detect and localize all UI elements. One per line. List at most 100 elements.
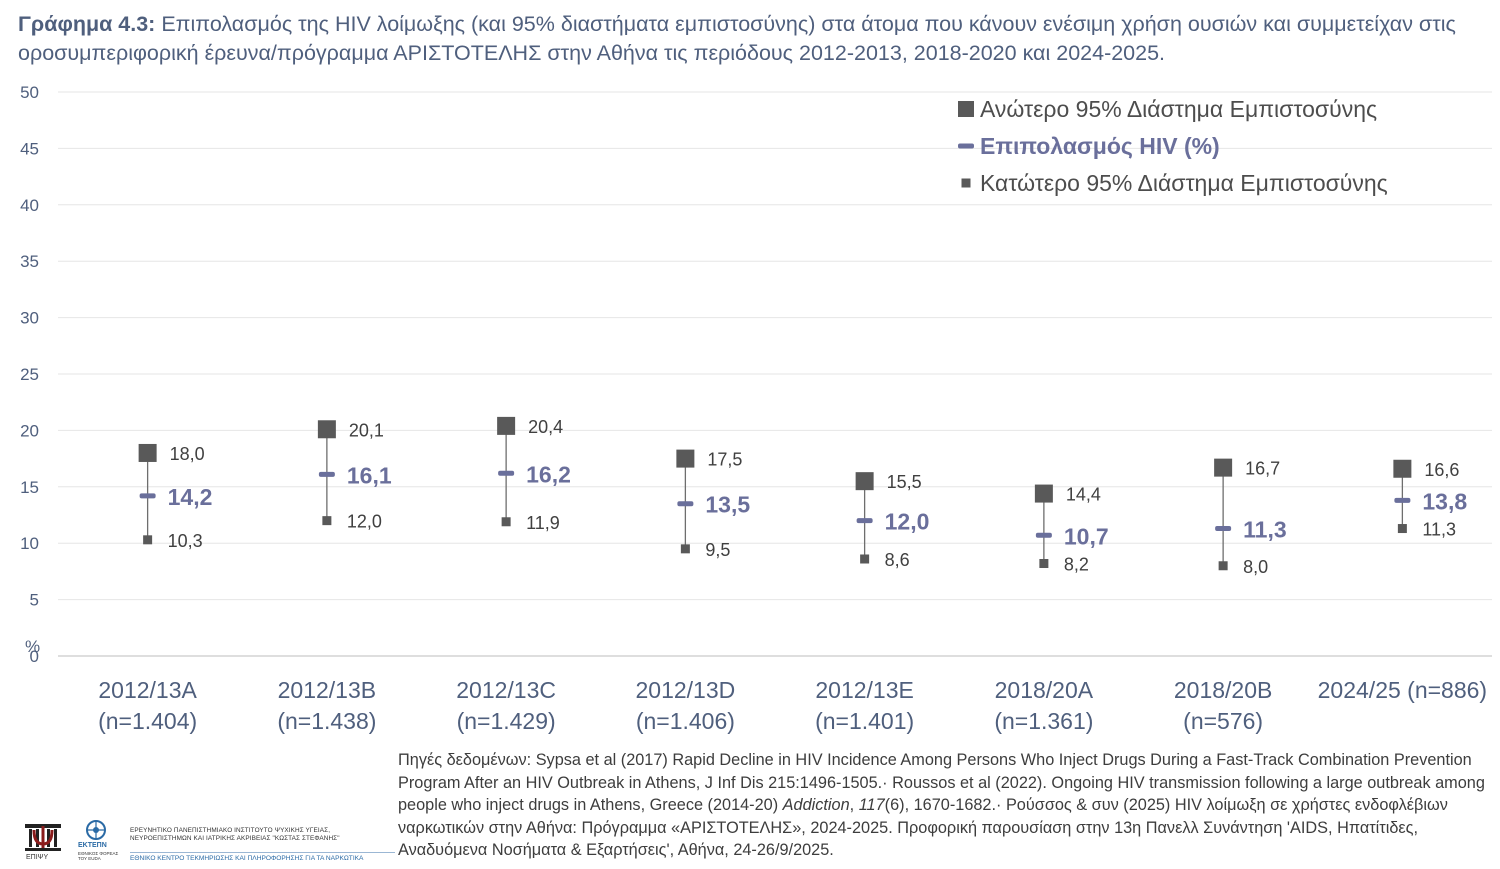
upper-ci-label: 14,4 bbox=[1066, 485, 1101, 505]
x-tick-label: 2018/20B bbox=[1174, 677, 1272, 703]
lower-ci-label: 11,3 bbox=[1422, 520, 1456, 540]
legend-entry: Ανώτερο 95% Διάστημα Εμπιστοσύνης bbox=[980, 96, 1377, 122]
chart-title-prefix: Γράφημα 4.3: bbox=[18, 12, 156, 36]
legend: Ανώτερο 95% Διάστημα Εμπιστοσύνης Επιπολα… bbox=[958, 96, 1388, 196]
upper-ci-label: 17,5 bbox=[707, 450, 742, 470]
ektepn-logo-icon bbox=[86, 820, 106, 840]
sources-line1: Πηγές δεδομένων: Sypsa et al (2017) Rapi… bbox=[398, 751, 1485, 815]
sources-journal: Addiction bbox=[782, 796, 850, 815]
institute-name: ΕΡΕΥΝΗΤΙΚΟ ΠΑΝΕΠΙΣΤΗΜΙΑΚΟ ΙΝΣΤΙΤΟΥΤΟ ΨΥΧ… bbox=[130, 827, 340, 842]
upper-ci-label: 16,7 bbox=[1245, 459, 1280, 479]
x-tick-label: 2012/13A bbox=[98, 677, 197, 703]
prevalence-marker bbox=[856, 518, 873, 524]
x-tick-label: 2018/20A bbox=[995, 677, 1094, 703]
ektepn-logo-label: ΕΚΤΕΠΝ bbox=[78, 842, 107, 849]
prevalence-label: 12,0 bbox=[885, 509, 930, 535]
x-tick-label: (n=576) bbox=[1183, 708, 1263, 734]
prevalence-label: 10,7 bbox=[1064, 523, 1109, 549]
upper-ci-marker bbox=[855, 472, 874, 491]
x-tick-label: (n=1.429) bbox=[457, 708, 556, 734]
footer-logos: ΕΠΙΨΥ ΕΚΤΕΠΝ ΕΘΝΙΚΟΣ ΦΟΡΕΑΣ ΤΟΥ EUDA ΕΡΕ… bbox=[22, 818, 395, 866]
y-tick-label: 20 bbox=[20, 421, 39, 440]
lower-ci-marker bbox=[1397, 524, 1407, 534]
upper-ci-label: 20,1 bbox=[349, 420, 384, 440]
y-tick-label: 35 bbox=[20, 252, 39, 271]
lower-ci-marker bbox=[860, 554, 870, 564]
x-tick-label: (n=1.361) bbox=[994, 708, 1093, 734]
sources-volume: 117 bbox=[858, 796, 885, 815]
y-tick-label: 10 bbox=[20, 534, 39, 553]
prevalence-label: 11,3 bbox=[1243, 517, 1287, 543]
legend-upper-ci-icon bbox=[958, 101, 974, 117]
upper-ci-label: 18,0 bbox=[170, 444, 205, 464]
prevalence-marker bbox=[1394, 497, 1411, 503]
y-tick-label: 45 bbox=[20, 139, 39, 158]
lower-ci-label: 8,2 bbox=[1064, 555, 1089, 575]
prevalence-label: 13,5 bbox=[705, 492, 750, 518]
lower-ci-marker bbox=[680, 544, 690, 554]
lower-ci-marker bbox=[322, 516, 332, 526]
lower-ci-label: 8,6 bbox=[885, 550, 910, 570]
upper-ci-marker bbox=[317, 420, 336, 439]
upper-ci-label: 16,6 bbox=[1424, 460, 1459, 480]
prevalence-label: 16,1 bbox=[347, 462, 392, 488]
upper-ci-marker bbox=[497, 416, 516, 435]
lower-ci-marker bbox=[1218, 561, 1228, 571]
lower-ci-label: 12,0 bbox=[347, 512, 382, 532]
epipsy-logo-icon bbox=[25, 824, 61, 851]
x-tick-label: (n=1.404) bbox=[98, 708, 197, 734]
upper-ci-marker bbox=[676, 449, 695, 468]
y-tick-label: 40 bbox=[20, 196, 39, 215]
lower-ci-label: 8,0 bbox=[1243, 557, 1268, 577]
upper-ci-label: 20,4 bbox=[528, 417, 563, 437]
data-sources: Πηγές δεδομένων: Sypsa et al (2017) Rapi… bbox=[398, 749, 1493, 862]
grid-lines bbox=[58, 91, 1492, 657]
lower-ci-marker bbox=[1039, 559, 1049, 569]
lower-ci-marker bbox=[143, 535, 153, 545]
y-tick-label: 15 bbox=[20, 478, 39, 497]
y-axis: 0 5 10 15 20 25 30 35 40 45 50 bbox=[20, 83, 39, 666]
x-axis: 2012/13A (n=1.404) 2012/13B (n=1.438) 2012/1… bbox=[98, 677, 1487, 734]
chart-marks: 18,0 14,2 10,3 20,1 16,1 12,0 20,4 16,2 11,9 17,5… bbox=[138, 416, 1467, 577]
ektepn-logo-sub: ΕΘΝΙΚΟΣ ΦΟΡΕΑΣ ΤΟΥ EUDA bbox=[78, 851, 119, 861]
lower-ci-marker bbox=[501, 517, 511, 527]
legend-lower-ci-icon bbox=[961, 178, 971, 188]
upper-ci-marker bbox=[138, 443, 157, 462]
sources-sep: , bbox=[849, 796, 859, 815]
upper-ci-marker bbox=[1214, 458, 1233, 477]
x-tick-label: (n=1.401) bbox=[815, 708, 914, 734]
x-tick-label: 2012/13D bbox=[636, 677, 736, 703]
legend-prevalence-icon bbox=[958, 143, 974, 149]
center-name: ΕΘΝΙΚΟ ΚΕΝΤΡΟ ΤΕΚΜΗΡΙΩΣΗΣ ΚΑΙ ΠΛΗΡΟΦΟΡΗΣ… bbox=[130, 852, 395, 862]
y-axis-label: % bbox=[25, 637, 40, 656]
prevalence-marker bbox=[139, 493, 156, 499]
x-tick-label: (n=1.406) bbox=[636, 708, 735, 734]
lower-ci-label: 11,9 bbox=[526, 513, 560, 533]
y-tick-label: 5 bbox=[30, 591, 39, 610]
prevalence-marker bbox=[498, 470, 515, 476]
x-tick-label: 2012/13E bbox=[815, 677, 913, 703]
y-tick-label: 50 bbox=[20, 83, 39, 102]
prevalence-label: 14,2 bbox=[168, 484, 213, 510]
epipsy-logo-label: ΕΠΙΨΥ bbox=[26, 854, 49, 861]
legend-entry: Επιπολασμός HIV (%) bbox=[980, 133, 1220, 159]
x-tick-label: 2012/13B bbox=[278, 677, 376, 703]
y-tick-label: 30 bbox=[20, 309, 39, 328]
upper-ci-label: 15,5 bbox=[887, 472, 922, 492]
x-tick-label: 2012/13C bbox=[456, 677, 556, 703]
prevalence-label: 16,2 bbox=[526, 461, 571, 487]
x-tick-label: 2024/25 (n=886) bbox=[1318, 677, 1487, 703]
upper-ci-marker bbox=[1393, 459, 1412, 478]
legend-entry: Κατώτερο 95% Διάστημα Εμπιστοσύνης bbox=[980, 170, 1388, 196]
chart-title: Γράφημα 4.3: Επιπολασμός της HIV λοίμωξη… bbox=[18, 10, 1488, 68]
upper-ci-marker bbox=[1034, 484, 1053, 503]
prevalence-marker bbox=[1215, 526, 1232, 532]
chart-title-text: Επιπολασμός της HIV λοίμωξης (και 95% δι… bbox=[18, 12, 1456, 65]
prevalence-marker bbox=[677, 501, 694, 507]
lower-ci-label: 10,3 bbox=[168, 531, 203, 551]
y-tick-label: 0 bbox=[30, 647, 39, 666]
sources-line2: (6), 1670-1682.· Ρούσσος & συν (2025) HI… bbox=[398, 796, 1448, 860]
prevalence-marker bbox=[318, 471, 335, 477]
lower-ci-label: 9,5 bbox=[705, 540, 730, 560]
x-tick-label: (n=1.438) bbox=[277, 708, 376, 734]
